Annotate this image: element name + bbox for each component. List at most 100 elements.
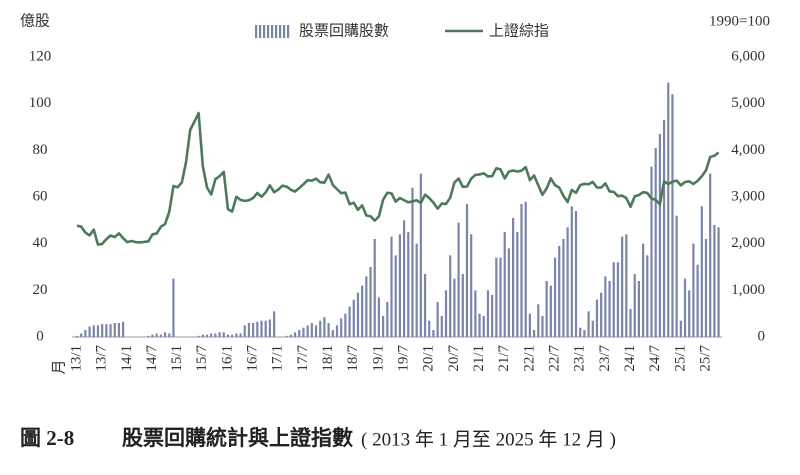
bar	[675, 215, 678, 337]
bar	[566, 227, 569, 337]
bar	[235, 333, 238, 337]
y2-tick-label: 2,000	[731, 235, 765, 251]
bar	[512, 218, 515, 337]
bar	[553, 257, 557, 337]
bar	[306, 325, 309, 337]
bar	[285, 335, 288, 337]
bar	[633, 274, 636, 337]
chart-title: 股票回購統計與上證指數	[122, 426, 353, 450]
bar	[621, 236, 624, 337]
bar	[377, 297, 381, 337]
y2-tick-label: 6,000	[731, 48, 765, 64]
y-tick-label: 20	[33, 282, 48, 298]
bar	[637, 281, 641, 337]
x-tick-label: 13/1	[68, 345, 84, 372]
x-tick-label: 23/1	[572, 345, 588, 372]
x-tick-label: 24/1	[622, 345, 638, 372]
bar	[650, 166, 653, 337]
bar	[310, 323, 313, 337]
bar	[713, 225, 716, 337]
bar	[335, 325, 339, 337]
bar	[168, 333, 171, 337]
bar	[252, 323, 255, 337]
y2-tick-label: 0	[758, 328, 766, 344]
bar	[457, 222, 460, 337]
bar	[612, 262, 615, 337]
bar	[704, 239, 708, 337]
bar	[491, 295, 494, 337]
bar	[537, 304, 540, 337]
bar	[327, 323, 330, 337]
bar	[147, 335, 150, 337]
y-tick-label: 40	[33, 235, 48, 251]
bar	[293, 332, 297, 337]
bar	[453, 278, 456, 337]
bar	[709, 173, 712, 337]
bar	[545, 281, 548, 337]
bar	[113, 323, 116, 337]
legend-swatch	[271, 25, 274, 38]
bar	[503, 232, 506, 337]
legend-swatch	[267, 25, 270, 38]
bar	[369, 267, 372, 337]
bar	[591, 320, 594, 337]
x-tick-label: 23/7	[597, 345, 613, 372]
figure-label: 圖 2-8	[20, 426, 74, 450]
bar	[654, 148, 657, 337]
bar	[415, 243, 418, 337]
x-axis-label: 月	[51, 359, 67, 374]
bar	[625, 234, 628, 337]
x-tick-label: 17/7	[295, 345, 311, 372]
bar	[642, 243, 645, 337]
chart-subtitle: ( 2013 年 1 月至 2025 年 12 月 )	[361, 428, 616, 450]
bar	[700, 206, 703, 337]
x-tick-label: 22/7	[546, 345, 562, 372]
bar	[92, 325, 95, 337]
bar	[84, 330, 87, 337]
bar	[667, 82, 670, 338]
legend-swatch	[259, 25, 262, 38]
x-tick-label: 20/1	[421, 345, 437, 372]
x-tick-label: 19/7	[396, 345, 412, 372]
x-tick-label: 16/7	[245, 345, 261, 372]
bar	[432, 330, 435, 337]
bar	[688, 290, 691, 337]
bar	[163, 332, 167, 337]
legend-swatch	[263, 25, 266, 38]
line	[76, 111, 720, 246]
bar	[662, 120, 666, 337]
bar	[604, 276, 607, 337]
y-tick-label: 100	[29, 95, 52, 111]
bar	[440, 316, 443, 337]
bar	[629, 309, 632, 337]
bar	[331, 330, 334, 337]
bar	[314, 325, 318, 337]
bar	[75, 335, 79, 337]
y-tick-label: 120	[29, 48, 52, 64]
x-tick-label: 13/7	[94, 345, 110, 372]
bar	[482, 316, 485, 337]
bar	[616, 262, 620, 337]
bar	[520, 204, 523, 337]
bar	[465, 204, 469, 337]
bar	[201, 334, 204, 337]
bar	[373, 239, 376, 337]
bar	[402, 220, 406, 337]
bar	[436, 302, 439, 337]
bar	[214, 333, 217, 337]
x-tick-label: 15/1	[169, 345, 185, 372]
bar	[658, 134, 661, 337]
bar	[486, 290, 490, 337]
x-tick-label: 20/7	[446, 345, 462, 372]
bar	[352, 299, 355, 337]
bar	[549, 285, 552, 337]
bar	[344, 313, 347, 337]
bar	[419, 173, 422, 337]
legend-swatch	[275, 25, 278, 38]
bar	[340, 318, 343, 337]
x-tick-label: 25/7	[697, 345, 713, 372]
bar	[394, 255, 397, 337]
bar	[390, 236, 393, 337]
legend-swatch	[255, 25, 258, 38]
